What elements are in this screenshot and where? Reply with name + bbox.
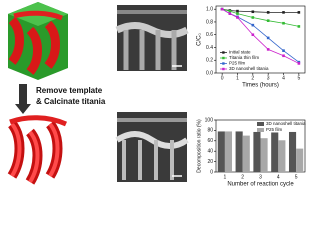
point <box>228 12 232 15</box>
point <box>282 49 285 52</box>
sem-image-top <box>115 5 189 71</box>
x-tick-label: 2 <box>241 174 244 180</box>
figure: Remove template & Calcinate titania 0.0 0… <box>6 2 306 188</box>
plot-frame <box>215 5 306 74</box>
point <box>251 33 255 37</box>
y-tick-label: 0.0 <box>206 70 213 76</box>
bar <box>253 131 261 172</box>
bar <box>296 148 304 172</box>
x-tick-label: 1 <box>236 75 239 81</box>
point <box>266 48 270 51</box>
y-tick-label: 0.4 <box>206 45 213 51</box>
point <box>282 54 285 58</box>
y-tick-label: 1.0 <box>206 7 213 13</box>
template-render <box>8 2 68 80</box>
point <box>282 11 285 14</box>
point <box>297 25 301 28</box>
x-tick-label: 4 <box>282 75 285 81</box>
legend-marker <box>222 67 225 71</box>
point <box>251 23 255 27</box>
step-text: & Calcinate titania <box>36 97 106 106</box>
point <box>266 11 270 14</box>
step-text: Remove template <box>36 86 103 95</box>
bar <box>242 135 250 172</box>
x-tick-label: 3 <box>267 75 270 81</box>
legend-marker <box>222 51 225 54</box>
bar <box>288 131 297 172</box>
y-tick-label: 80 <box>207 128 213 134</box>
point <box>236 16 239 19</box>
point <box>282 21 285 25</box>
bar <box>271 132 279 172</box>
y-tick-label: 20 <box>207 159 213 165</box>
x-tick-label: 1 <box>224 174 227 180</box>
arrow <box>15 84 31 114</box>
bar <box>235 131 243 172</box>
y-tick-label: 60 <box>207 138 213 144</box>
y-tick-label: 0.2 <box>206 58 213 64</box>
bar <box>217 131 225 172</box>
y-tick-label: 0 <box>210 169 213 175</box>
nanoshell-render <box>6 115 70 185</box>
x-tick-label: 5 <box>297 75 300 81</box>
point <box>297 11 301 14</box>
y-axis-label: C/C₀ <box>197 33 203 46</box>
point <box>228 9 232 13</box>
bar <box>260 138 268 172</box>
y-axis-label: Decomposition ratio (%) <box>196 119 202 173</box>
point <box>251 10 255 14</box>
point <box>251 16 255 19</box>
point <box>236 12 239 15</box>
y-tick-label: 0.8 <box>206 19 213 25</box>
legend-label: Titania thin film <box>229 55 259 60</box>
point <box>236 9 239 13</box>
legend-marker <box>222 56 225 60</box>
point <box>297 62 301 65</box>
legend-swatch <box>257 122 264 126</box>
point <box>220 7 224 11</box>
sem-image-bottom <box>115 112 189 182</box>
x-tick-label: 5 <box>295 174 298 180</box>
y-tick-label: 0.6 <box>206 32 213 38</box>
bar <box>278 140 286 172</box>
legend-marker <box>222 62 225 65</box>
legend-label: P25 film <box>229 61 246 66</box>
y-tick-label: 40 <box>207 149 213 155</box>
x-tick-label: 2 <box>251 75 254 81</box>
point <box>266 19 270 22</box>
legend-label: 3D nanoshell titania <box>266 121 306 126</box>
x-tick-label: 3 <box>259 174 262 180</box>
x-tick-label: 0 <box>221 75 224 81</box>
x-axis-label: Times (hours) <box>242 83 279 89</box>
legend-label: P25 film <box>266 127 283 132</box>
point <box>266 36 270 40</box>
x-tick-label: 4 <box>277 174 280 180</box>
series-line <box>222 8 299 13</box>
legend-label: 3D nanoshell titania <box>229 66 269 71</box>
x-axis-label: Number of reaction cycle <box>227 182 294 188</box>
legend-swatch <box>257 128 264 132</box>
legend-label: Initial state <box>229 50 251 55</box>
y-tick-label: 100 <box>205 117 214 123</box>
bar <box>224 131 233 172</box>
